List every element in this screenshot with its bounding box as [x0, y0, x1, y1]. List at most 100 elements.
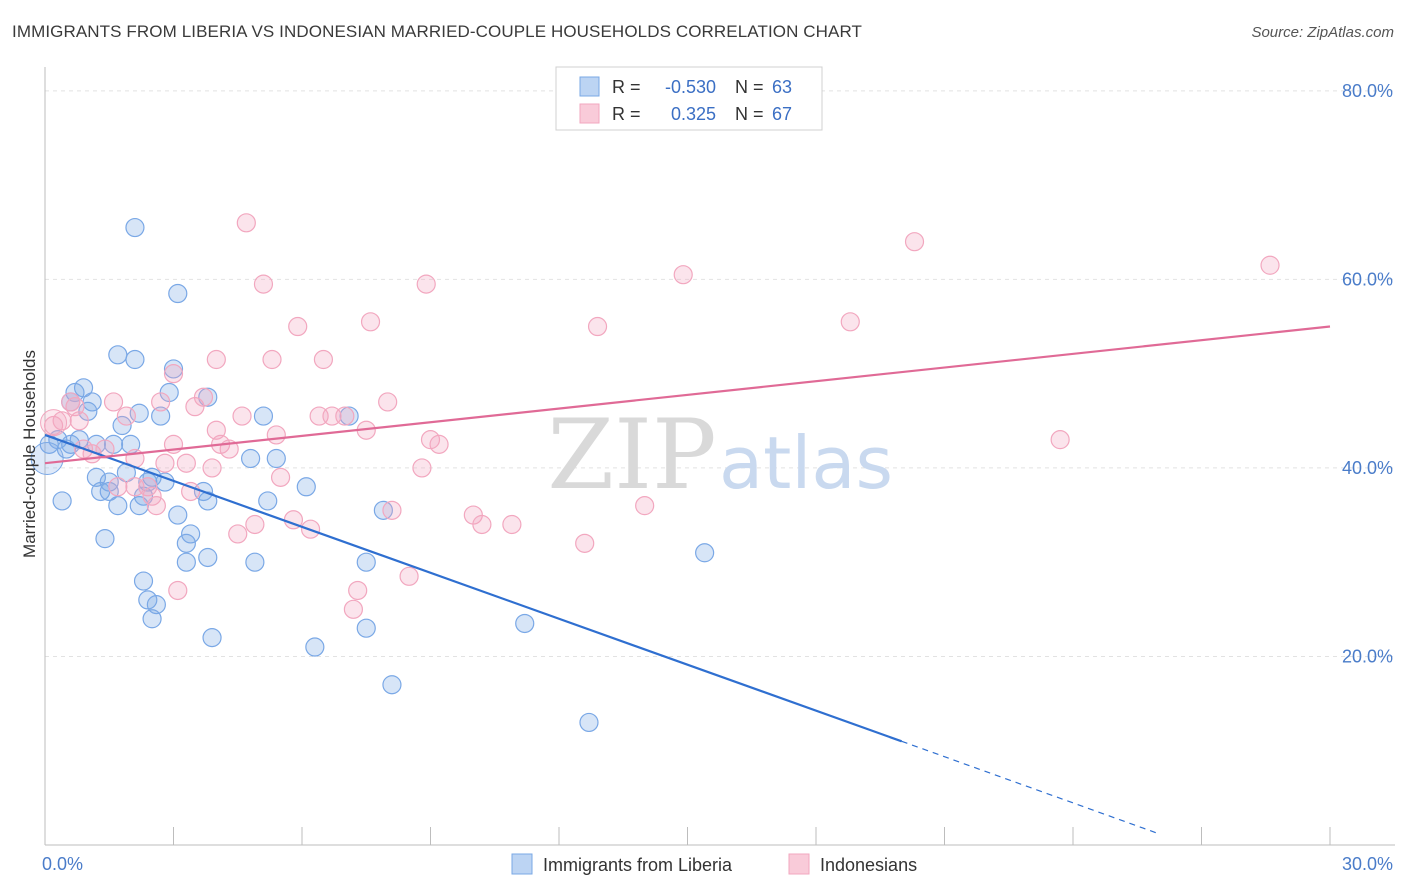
- point-liberia: [108, 496, 128, 516]
- watermark-atlas: atlas: [719, 421, 893, 505]
- legend-swatch-indonesians: [579, 103, 600, 124]
- point-indonesians: [266, 425, 286, 445]
- legend-r-label-liberia: R =: [612, 77, 641, 97]
- top-legend: R = -0.530 N = 63 R = 0.325 N = 67: [555, 66, 823, 131]
- point-indonesians: [673, 265, 693, 285]
- point-liberia: [382, 675, 402, 695]
- point-liberia: [82, 392, 102, 412]
- point-indonesians: [181, 481, 201, 502]
- point-indonesians: [176, 453, 196, 473]
- point-indonesians: [206, 420, 226, 440]
- point-liberia: [168, 505, 188, 525]
- point-indonesians: [146, 496, 166, 516]
- point-liberia: [181, 524, 201, 544]
- point-indonesians: [142, 486, 162, 506]
- point-liberia: [339, 406, 359, 426]
- point-indonesians: [348, 580, 368, 601]
- point-liberia: [176, 552, 196, 572]
- point-indonesians: [262, 349, 282, 370]
- legend-r-value-liberia: -0.530: [665, 77, 716, 97]
- point-indonesians: [1050, 430, 1070, 450]
- point-liberia: [241, 448, 261, 469]
- chart-title: IMMIGRANTS FROM LIBERIA VS INDONESIAN MA…: [12, 22, 863, 41]
- point-liberia: [142, 609, 162, 629]
- point-indonesians: [288, 316, 308, 337]
- y-tick-label: 80.0%: [1342, 81, 1393, 101]
- point-liberia: [296, 477, 316, 497]
- trend-line-indonesians: [44, 325, 1331, 465]
- point-indonesians: [65, 397, 85, 417]
- point-indonesians: [95, 439, 115, 459]
- point-liberia: [73, 378, 94, 398]
- point-liberia: [198, 491, 218, 511]
- point-indonesians: [108, 477, 128, 497]
- bottom-legend-swatch-liberia: [511, 853, 533, 875]
- point-indonesians: [270, 467, 291, 487]
- point-indonesians: [635, 496, 655, 516]
- bottom-legend-label-liberia: Immigrants from Liberia: [543, 855, 733, 875]
- point-indonesians: [232, 406, 252, 426]
- watermark: ZIP atlas: [547, 399, 893, 511]
- y-axis-label: Married-couple Households: [20, 350, 39, 558]
- point-liberia: [579, 712, 599, 733]
- legend-r-value-indonesians: 0.325: [671, 104, 716, 124]
- grid-layer: [45, 90, 1395, 657]
- watermark-zip: ZIP: [547, 399, 716, 511]
- point-indonesians: [587, 316, 608, 337]
- point-liberia: [52, 491, 72, 511]
- legend-n-label-liberia: N =: [735, 77, 764, 97]
- y-tick-label: 40.0%: [1342, 458, 1393, 478]
- point-indonesians: [155, 453, 175, 473]
- point-liberia: [356, 618, 376, 638]
- point-indonesians: [313, 349, 334, 370]
- point-liberia: [305, 637, 325, 657]
- legend-n-value-liberia: 63: [772, 77, 792, 97]
- point-liberia: [95, 529, 115, 549]
- point-liberia: [108, 345, 128, 365]
- point-liberia: [133, 571, 154, 591]
- point-indonesians: [69, 411, 89, 431]
- point-liberia: [266, 448, 286, 469]
- point-liberia: [168, 283, 188, 304]
- y-tick-label: 20.0%: [1342, 646, 1393, 666]
- legend-r-label-indonesians: R =: [612, 104, 641, 124]
- point-indonesians: [193, 387, 214, 407]
- point-liberia: [138, 472, 158, 492]
- point-indonesians: [202, 458, 222, 478]
- point-indonesians: [904, 232, 925, 252]
- point-liberia: [86, 467, 107, 487]
- point-indonesians: [151, 392, 171, 412]
- point-indonesians: [103, 392, 124, 412]
- point-indonesians: [575, 533, 595, 553]
- point-liberia: [202, 628, 222, 648]
- point-indonesians: [245, 514, 265, 535]
- point-indonesians: [840, 312, 860, 332]
- point-indonesians: [472, 514, 492, 535]
- point-liberia: [258, 491, 278, 511]
- points-layer: [30, 213, 1280, 733]
- bottom-legend-label-indonesians: Indonesians: [820, 855, 917, 875]
- point-indonesians: [399, 566, 419, 586]
- point-liberia: [30, 442, 64, 475]
- point-liberia: [112, 415, 132, 436]
- point-liberia: [125, 349, 145, 370]
- point-liberia: [198, 547, 218, 568]
- point-liberia: [176, 533, 196, 553]
- bottom-legend-swatch-indonesians: [788, 853, 810, 875]
- point-liberia: [253, 406, 274, 426]
- point-indonesians: [236, 213, 256, 233]
- point-liberia: [146, 595, 166, 615]
- point-indonesians: [228, 524, 248, 544]
- point-indonesians: [253, 274, 274, 294]
- point-liberia: [163, 359, 184, 379]
- point-indonesians: [378, 392, 398, 412]
- bottom-legend: Immigrants from Liberia Indonesians: [511, 853, 917, 875]
- point-indonesians: [382, 500, 402, 520]
- point-liberia: [356, 552, 376, 572]
- point-liberia: [245, 552, 265, 572]
- point-liberia: [151, 406, 171, 426]
- point-indonesians: [502, 514, 522, 535]
- trend-line-liberia: [44, 433, 903, 743]
- point-indonesians: [168, 580, 188, 601]
